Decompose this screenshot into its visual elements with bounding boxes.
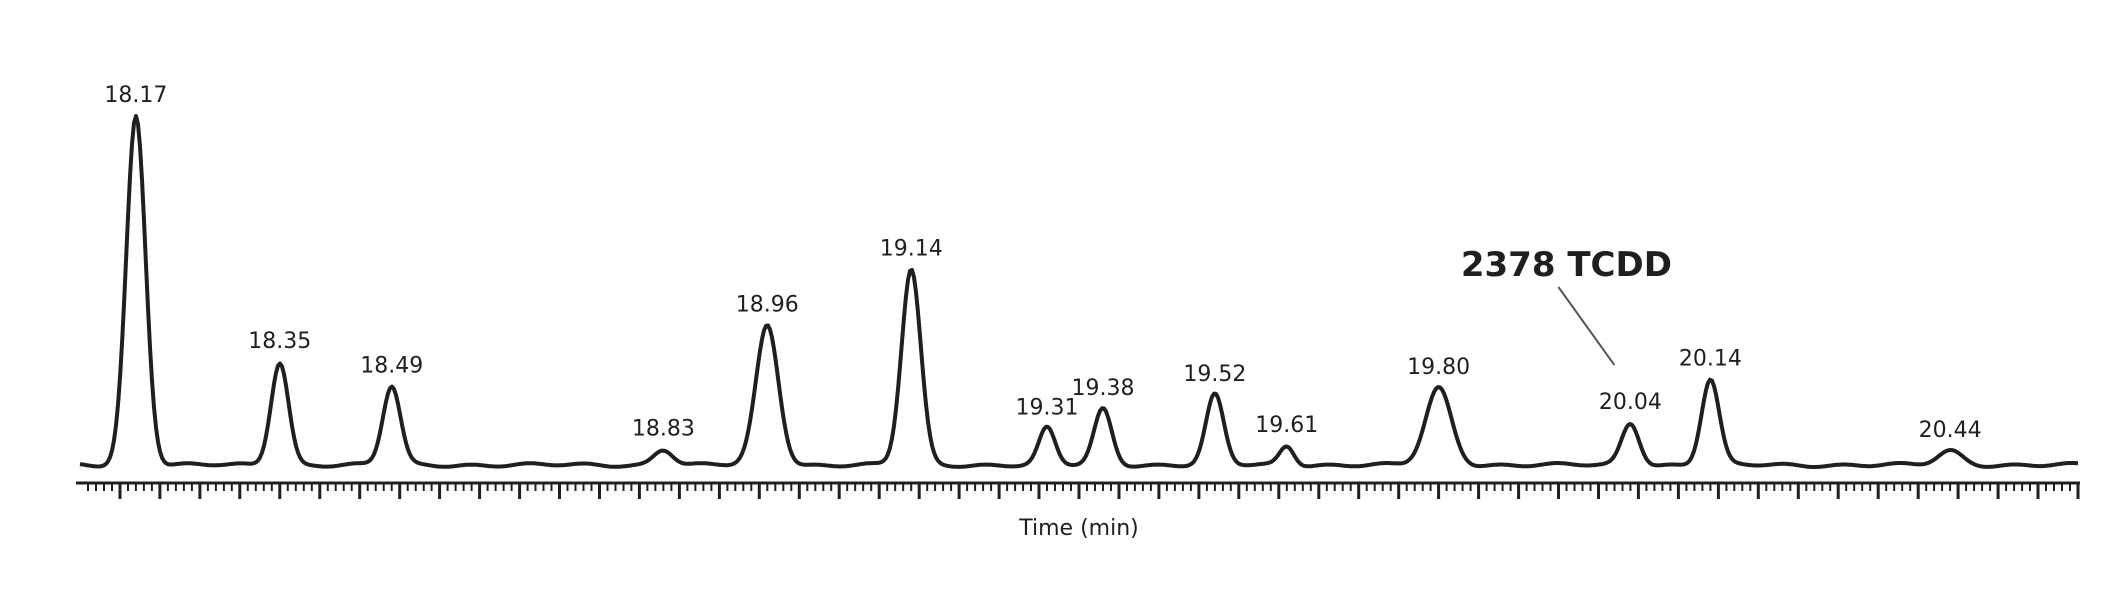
peak-label-20-04: 20.04 xyxy=(1599,390,1662,415)
tcdd-annotation: 2378 TCDD xyxy=(1461,245,1672,366)
annotation-label: 2378 TCDD xyxy=(1461,245,1672,285)
peak-label-18-17: 18.17 xyxy=(104,83,167,108)
annotation-leader-line xyxy=(1557,286,1616,366)
peak-label-20-14: 20.14 xyxy=(1679,347,1742,372)
peak-labels: 18.17 18.35 18.49 18.83 18.96 19.14 19.3119.38… xyxy=(104,83,1981,443)
x-axis-label: Time (min) xyxy=(1018,516,1139,541)
peak-label-18-96: 18.96 xyxy=(736,292,799,317)
peak-label-18-83: 18.83 xyxy=(632,416,695,441)
peak-label-18-49: 18.49 xyxy=(360,354,423,379)
peak-label-19-52: 19.52 xyxy=(1183,362,1246,387)
peak-label-19-14: 19.14 xyxy=(880,237,943,262)
peak-label-19-38: 19.38 xyxy=(1072,376,1135,401)
peak-label-19-31: 19.31 xyxy=(1016,395,1079,420)
peak-label-20-44: 20.44 xyxy=(1919,418,1982,443)
peak-label-18-35: 18.35 xyxy=(248,329,311,354)
peak-label-19-80: 19.80 xyxy=(1407,355,1470,380)
x-axis-ticks xyxy=(87,483,2080,499)
peak-label-19-61: 19.61 xyxy=(1255,413,1318,438)
chromatogram-trace xyxy=(79,114,2079,469)
